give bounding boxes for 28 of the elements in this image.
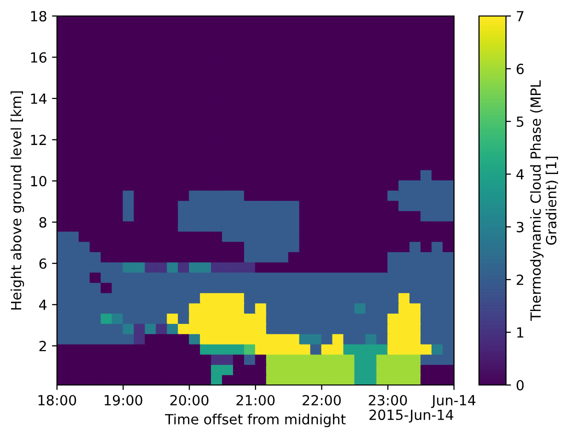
y-tick-label: 8: [39, 217, 46, 228]
x-tick-label: 21:00: [236, 394, 275, 406]
x-tick-label: 19:00: [104, 394, 142, 406]
color-bar-title: Thermodynamic Cloud Phase (MPL Gradient) [1]: [530, 80, 558, 321]
x-tick-label: 22:00: [302, 394, 341, 406]
x-tick-label: 18:00: [38, 394, 76, 406]
x-tick-label: 20:00: [170, 394, 208, 406]
y-tick-label: 4: [39, 300, 46, 310]
color-bar-label: 5: [516, 116, 524, 127]
y-tick-label: 18: [31, 10, 46, 22]
y-tick-label: 16: [31, 52, 46, 63]
color-bar-label: 1: [517, 327, 524, 338]
y-tick-label: 2: [39, 340, 46, 352]
x-tick-label: Jun-14: [431, 395, 476, 408]
color-bar-label: 0: [516, 380, 524, 390]
y-tick-label: 6: [39, 258, 46, 269]
y-axis-title: Height above ground level [km]: [10, 91, 24, 310]
y-tick-label: 10: [31, 176, 46, 186]
color-bar-label: 3: [516, 222, 524, 232]
text: 2015-Jun-14: [369, 410, 454, 423]
y-tick-label: 14: [31, 94, 46, 104]
color-bar-label: 4: [516, 169, 524, 180]
color-bar-label: 2: [516, 274, 524, 285]
color-bar-label: 7: [516, 11, 524, 22]
x-axis-title: Time offset from midnight: [164, 414, 346, 428]
x-tick-label: 23:00: [368, 394, 407, 406]
y-tick-label: 12: [31, 134, 46, 145]
color-bar-label: 6: [516, 64, 524, 74]
